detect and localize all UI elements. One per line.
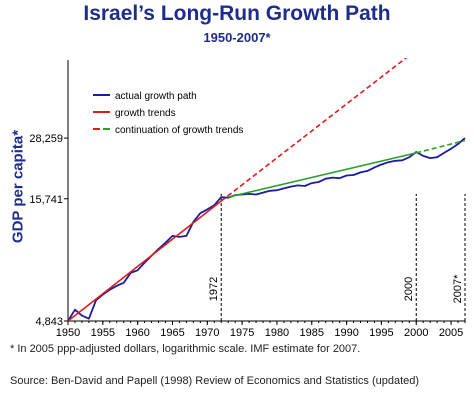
year-marker-label: 1972: [208, 277, 220, 301]
x-tick-label: 1965: [160, 327, 184, 339]
x-tick-label: 1980: [265, 327, 289, 339]
chart-title: Israel’s Long-Run Growth Path: [83, 2, 391, 25]
series-line-continuation-of-growth-trends: [220, 58, 408, 202]
x-tick-label: 2005: [439, 327, 463, 339]
footnote: * In 2005 ppp-adjusted dollars, logarith…: [10, 343, 361, 355]
series-line-continuation-of-growth-trends: [416, 139, 466, 154]
growth-chart: 1950 1955 1960 1965 1970 1975 1980 1985 1990 1995…: [29, 58, 466, 339]
y-tick-label: 15,741: [29, 194, 63, 206]
x-tick-label: 1960: [125, 327, 149, 339]
x-tick-label: 1955: [91, 327, 115, 339]
source-note: Source: Ben-David and Papell (1998) Revi…: [10, 375, 420, 387]
plot-area: 1950 1955 1960 1965 1970 1975 1980 1985 1990 1995…: [29, 58, 466, 339]
legend-entry: growth trends: [115, 108, 176, 119]
x-tick-label: 2000: [404, 327, 428, 339]
series-line-growth-trends: [68, 200, 222, 321]
x-tick-label: 1990: [334, 327, 358, 339]
x-tick-label: 1985: [300, 327, 324, 339]
x-tick-label: 1970: [195, 327, 219, 339]
legend-entry: continuation of growth trends: [115, 125, 243, 136]
series-line-growth-trends: [228, 152, 417, 198]
chart-subtitle: 1950-2007*: [203, 30, 271, 45]
y-tick-label: 4,843: [35, 316, 63, 328]
series-line-actual-growth-path: [68, 137, 466, 321]
x-tick-label: 1950: [56, 327, 80, 339]
series-group: [68, 58, 466, 321]
year-marker-label: 2000: [403, 277, 415, 301]
year-marker-label: 2007*: [452, 274, 464, 303]
y-tick-label: 28,259: [29, 133, 63, 145]
legend-entry: actual growth path: [115, 91, 197, 102]
x-tick-label: 1995: [369, 327, 393, 339]
x-tick-label: 1975: [230, 327, 254, 339]
